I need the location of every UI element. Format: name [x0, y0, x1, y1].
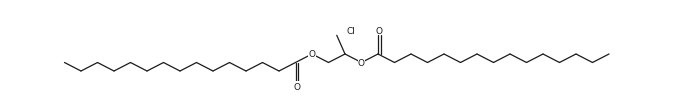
Text: O: O: [309, 50, 316, 59]
Text: Cl: Cl: [347, 27, 356, 36]
Text: O: O: [358, 58, 365, 67]
Text: O: O: [293, 82, 300, 91]
Text: O: O: [376, 27, 382, 36]
